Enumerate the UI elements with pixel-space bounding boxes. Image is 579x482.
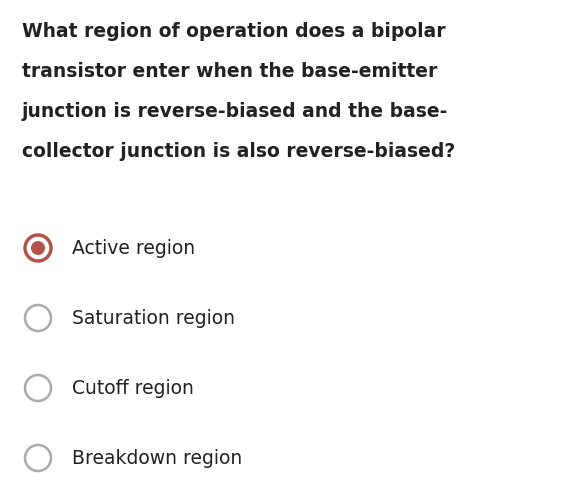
Circle shape bbox=[25, 235, 51, 261]
Circle shape bbox=[25, 305, 51, 331]
Circle shape bbox=[31, 241, 45, 255]
Circle shape bbox=[25, 445, 51, 471]
Text: Active region: Active region bbox=[72, 239, 195, 257]
Text: transistor enter when the base-emitter: transistor enter when the base-emitter bbox=[22, 62, 437, 81]
Text: What region of operation does a bipolar: What region of operation does a bipolar bbox=[22, 22, 446, 41]
Text: collector junction is also reverse-biased?: collector junction is also reverse-biase… bbox=[22, 142, 455, 161]
Text: junction is reverse-biased and the base-: junction is reverse-biased and the base- bbox=[22, 102, 448, 121]
Text: Cutoff region: Cutoff region bbox=[72, 378, 194, 398]
Text: Breakdown region: Breakdown region bbox=[72, 448, 242, 468]
Circle shape bbox=[25, 375, 51, 401]
Text: Saturation region: Saturation region bbox=[72, 308, 235, 327]
